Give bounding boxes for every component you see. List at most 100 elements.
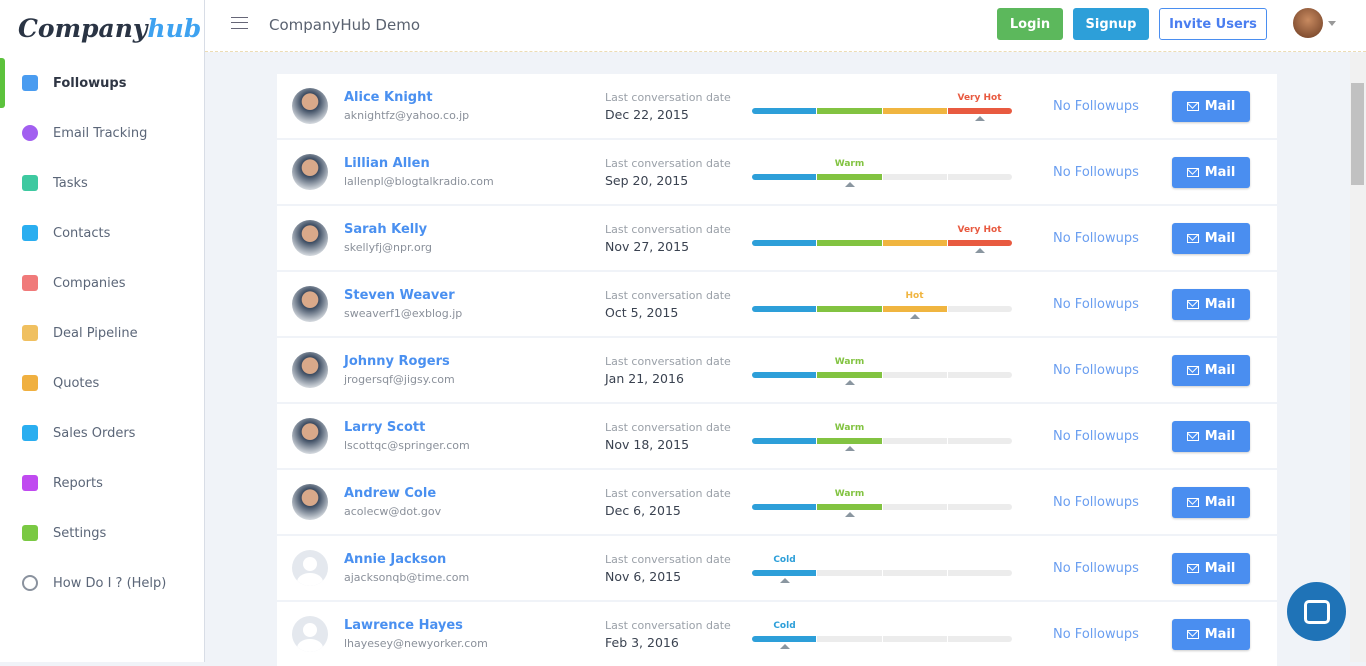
login-button[interactable]: Login [997,8,1063,40]
sidebar-item-tasks[interactable]: Tasks [0,158,204,208]
mail-label: Mail [1204,297,1236,312]
temperature-meter [752,438,1012,444]
sidebar-item-deal-pipeline[interactable]: Deal Pipeline [0,308,204,358]
mail-button[interactable]: Mail [1172,421,1250,452]
temperature-segment [752,108,817,114]
mail-button[interactable]: Mail [1172,619,1250,650]
no-followups-link[interactable]: No Followups [1053,627,1139,642]
sidebar-item-contacts[interactable]: Contacts [0,208,204,258]
temperature-segment [817,438,882,444]
contact-name-link[interactable]: Alice Knight [344,90,433,105]
contact-name-link[interactable]: Lillian Allen [344,156,430,171]
temperature-segment [882,306,947,312]
temperature-segment [882,174,947,180]
table-row: Larry Scott lscottqc@springer.com Last c… [277,404,1277,468]
contact-name-link[interactable]: Johnny Rogers [344,354,450,369]
no-followups-link[interactable]: No Followups [1053,495,1139,510]
invite-users-button[interactable]: Invite Users [1159,8,1267,40]
mail-button[interactable]: Mail [1172,355,1250,386]
contact-card-icon [22,225,38,241]
mail-button[interactable]: Mail [1172,91,1250,122]
contact-email: lscottqc@springer.com [344,439,470,452]
temperature-segment [752,438,817,444]
temperature-segment [752,174,817,180]
envelope-icon [1186,498,1199,507]
temperature-label: Warm [834,423,865,433]
sidebar-item-reports[interactable]: Reports [0,458,204,508]
chat-widget-button[interactable] [1287,582,1346,641]
temperature-segment [817,636,882,642]
no-followups-link[interactable]: No Followups [1053,429,1139,444]
no-followups-link[interactable]: No Followups [1053,561,1139,576]
sidebar-item-label: Followups [53,75,127,91]
envelope-icon [1186,168,1199,177]
mail-label: Mail [1204,561,1236,576]
sidebar-item-email-tracking[interactable]: Email Tracking [0,108,204,158]
temperature-segment [817,504,882,510]
mail-label: Mail [1204,495,1236,510]
table-row: Sarah Kelly skellyfj@npr.org Last conver… [277,206,1277,270]
table-row: Lillian Allen lallenpl@blogtalkradio.com… [277,140,1277,204]
mail-label: Mail [1204,99,1236,114]
contact-email: jrogersqf@jigsy.com [344,373,455,386]
scrollbar-thumb[interactable] [1351,83,1364,185]
sidebar-item-label: Quotes [53,375,100,391]
envelope-icon [1186,630,1199,639]
signup-button[interactable]: Signup [1073,8,1149,40]
sidebar-item-label: Deal Pipeline [53,325,138,341]
triangle-up-icon [845,380,855,385]
sidebar-item-companies[interactable]: Companies [0,258,204,308]
sidebar-item-quotes[interactable]: Quotes [0,358,204,408]
envelope-icon [1186,564,1199,573]
logo-text-accent: hub [147,14,202,43]
contact-email: lhayesey@newyorker.com [344,637,488,650]
temperature-segment [947,636,1012,642]
hamburger-menu-icon[interactable] [231,17,248,29]
mail-button[interactable]: Mail [1172,487,1250,518]
contact-name-link[interactable]: Lawrence Hayes [344,618,463,633]
last-conversation-date: Sep 20, 2015 [605,173,689,188]
contact-name-link[interactable]: Steven Weaver [344,288,455,303]
companyhub-logo[interactable]: Companyhub [18,14,201,43]
no-followups-link[interactable]: No Followups [1053,99,1139,114]
temperature-label: Very Hot [957,225,1002,235]
contact-name-link[interactable]: Larry Scott [344,420,426,435]
sidebar-item-label: Settings [53,525,107,541]
last-conversation-label: Last conversation date [605,619,731,632]
mail-button[interactable]: Mail [1172,157,1250,188]
contact-name-link[interactable]: Sarah Kelly [344,222,428,237]
temperature-label: Very Hot [957,93,1002,103]
temperature-meter [752,240,1012,246]
contact-name-link[interactable]: Andrew Cole [344,486,437,501]
no-followups-link[interactable]: No Followups [1053,231,1139,246]
scrollbar[interactable] [1350,53,1366,662]
temperature-segment [947,570,1012,576]
mail-button[interactable]: Mail [1172,553,1250,584]
user-gear-icon [22,525,38,541]
sidebar-item-followups[interactable]: Followups [0,58,204,108]
contact-email: lallenpl@blogtalkradio.com [344,175,494,188]
triangle-up-icon [845,182,855,187]
sidebar-item-label: Reports [53,475,103,491]
user-avatar[interactable] [1293,8,1323,38]
temperature-segment [752,372,817,378]
contact-email: acolecw@dot.gov [344,505,442,518]
mail-button[interactable]: Mail [1172,289,1250,320]
mail-button[interactable]: Mail [1172,223,1250,254]
sidebar-item-sales-orders[interactable]: Sales Orders [0,408,204,458]
sidebar-item-settings[interactable]: Settings [0,508,204,558]
last-conversation-date: Dec 22, 2015 [605,107,689,122]
no-followups-link[interactable]: No Followups [1053,363,1139,378]
no-followups-link[interactable]: No Followups [1053,165,1139,180]
sidebar-item-how-do-i-help[interactable]: How Do I ? (Help) [0,558,204,608]
envelope-icon [1186,234,1199,243]
sidebar-item-label: Companies [53,275,126,291]
avatar [292,88,328,124]
eye-icon [22,125,38,141]
temperature-meter [752,174,1012,180]
temperature-segment [947,504,1012,510]
temperature-segment [817,570,882,576]
chevron-down-icon[interactable] [1328,21,1336,30]
no-followups-link[interactable]: No Followups [1053,297,1139,312]
contact-name-link[interactable]: Annie Jackson [344,552,447,567]
